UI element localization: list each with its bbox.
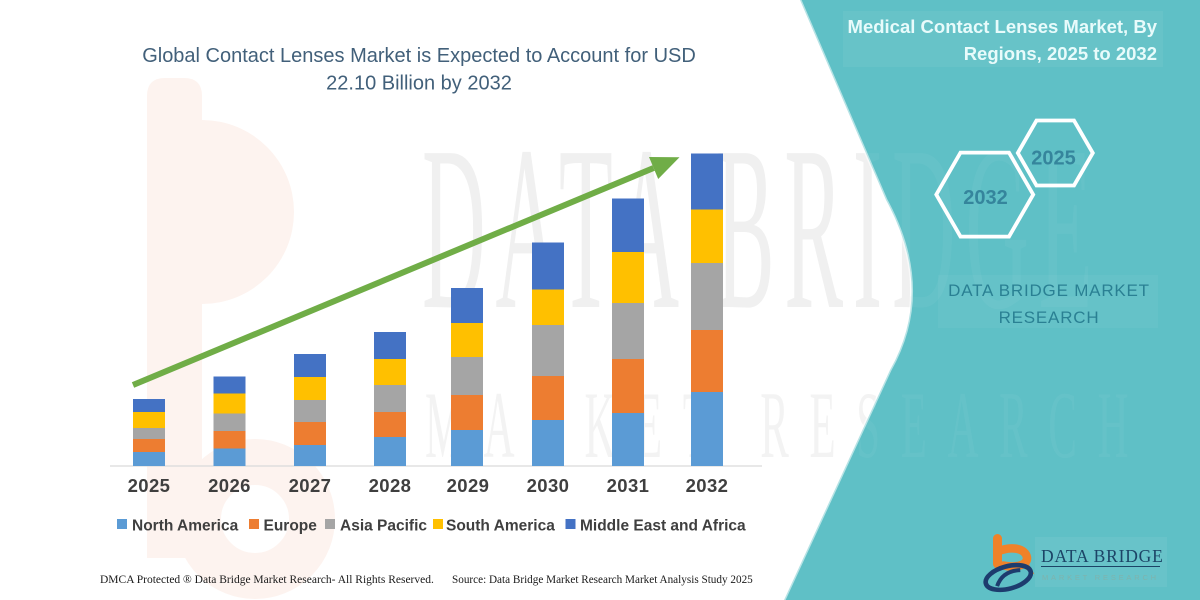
svg-text:Source: Data Bridge Market Res: Source: Data Bridge Market Research Mark…: [452, 574, 753, 586]
svg-text:22.10 Billion by 2032: 22.10 Billion by 2032: [326, 73, 512, 95]
svg-text:2026: 2026: [208, 475, 251, 496]
svg-text:MARKET RESEARCH: MARKET RESEARCH: [425, 372, 1149, 478]
svg-text:Middle East and Africa: Middle East and Africa: [580, 518, 746, 535]
svg-text:DATA BRIDGE MARKET: DATA BRIDGE MARKET: [948, 281, 1150, 300]
svg-text:2027: 2027: [289, 475, 332, 496]
svg-text:2025: 2025: [128, 475, 171, 496]
svg-text:North America: North America: [132, 518, 239, 535]
svg-text:South America: South America: [446, 518, 555, 535]
svg-text:DATA BRIDGE: DATA BRIDGE: [1041, 546, 1164, 566]
svg-text:Regions, 2025 to 2032: Regions, 2025 to 2032: [964, 43, 1157, 64]
svg-text:Europe: Europe: [264, 518, 318, 535]
svg-text:DMCA Protected ® Data Bridge M: DMCA Protected ® Data Bridge Market Rese…: [100, 574, 434, 586]
svg-text:RESEARCH: RESEARCH: [999, 308, 1100, 327]
svg-text:2025: 2025: [1031, 148, 1076, 170]
svg-text:2031: 2031: [607, 475, 650, 496]
svg-text:2029: 2029: [447, 475, 490, 496]
svg-text:Medical Contact Lenses Market,: Medical Contact Lenses Market, By: [848, 16, 1158, 37]
svg-text:Global Contact Lenses Market i: Global Contact Lenses Market is Expected…: [142, 45, 696, 67]
svg-text:Asia Pacific: Asia Pacific: [340, 518, 427, 535]
svg-text:2028: 2028: [369, 475, 412, 496]
svg-text:MARKET RESEARCH: MARKET RESEARCH: [1042, 573, 1159, 582]
svg-text:2032: 2032: [686, 475, 729, 496]
svg-text:2032: 2032: [963, 187, 1008, 209]
svg-text:2030: 2030: [527, 475, 570, 496]
